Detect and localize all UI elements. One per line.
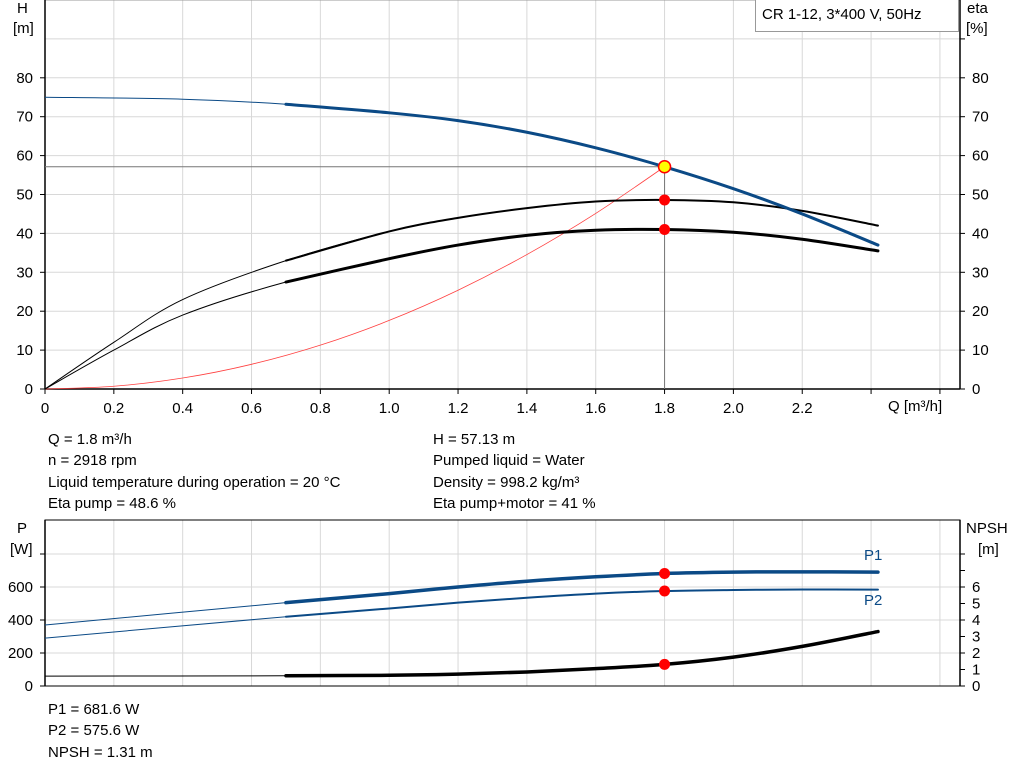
eta-pump-curve bbox=[284, 198, 879, 262]
x-tick-label: 0 bbox=[41, 400, 49, 417]
npsh-axis-name: NPSH bbox=[966, 520, 1008, 537]
eta-total-curve bbox=[284, 227, 880, 284]
p1-curve bbox=[284, 570, 880, 605]
p-axis-unit: [W] bbox=[10, 541, 33, 558]
h-tick-label: 20 bbox=[16, 303, 33, 320]
info-speed: n = 2918 rpm bbox=[48, 452, 137, 469]
pump-title-box: CR 1-12, 3*400 V, 50Hz bbox=[755, 0, 959, 32]
q-axis-label: Q [m³/h] bbox=[888, 398, 943, 415]
eta-total-curve-thin bbox=[44, 228, 879, 390]
h-tick-label: 80 bbox=[16, 70, 33, 87]
h-tick-label: 60 bbox=[16, 148, 33, 165]
info-density: Density = 998.2 kg/m³ bbox=[433, 474, 580, 491]
info-eta-pump: Eta pump = 48.6 % bbox=[48, 495, 176, 512]
eta-axis-name: eta bbox=[967, 0, 988, 17]
x-tick-label: 0.4 bbox=[172, 400, 193, 417]
npsh-duty-point bbox=[659, 658, 671, 670]
p2-curve bbox=[284, 588, 879, 618]
x-tick-label: 1.4 bbox=[516, 400, 537, 417]
head-duty-point bbox=[657, 160, 672, 174]
eta-tick-label: 60 bbox=[972, 148, 989, 165]
h-axis-name: H bbox=[17, 0, 28, 17]
p2-duty-point bbox=[659, 585, 671, 597]
p1-curve-thin bbox=[44, 571, 878, 626]
info-eta-total: Eta pump+motor = 41 % bbox=[433, 495, 596, 512]
head-curve-thin bbox=[44, 96, 879, 246]
system-curve bbox=[44, 166, 665, 390]
p-tick-label: 0 bbox=[25, 678, 33, 695]
p2-series-label: P2 bbox=[864, 592, 883, 609]
x-tick-label: 2.2 bbox=[792, 400, 813, 417]
p-tick-label: 400 bbox=[8, 612, 33, 629]
npsh-tick-label: 3 bbox=[972, 629, 980, 646]
info-npsh: NPSH = 1.31 m bbox=[48, 744, 153, 761]
npsh-axis-unit: [m] bbox=[978, 541, 999, 558]
npsh-tick-label: 2 bbox=[972, 645, 980, 662]
pump-title: CR 1-12, 3*400 V, 50Hz bbox=[762, 6, 922, 23]
h-tick-label: 70 bbox=[16, 109, 33, 126]
eta-tick-label: 70 bbox=[972, 109, 989, 126]
info-p1: P1 = 681.6 W bbox=[48, 701, 140, 718]
p1-duty-point bbox=[659, 568, 671, 580]
x-tick-label: 2.0 bbox=[723, 400, 744, 417]
h-tick-label: 10 bbox=[16, 342, 33, 359]
h-tick-label: 30 bbox=[16, 264, 33, 281]
x-tick-label: 1.2 bbox=[448, 400, 469, 417]
npsh-tick-label: 0 bbox=[972, 678, 980, 695]
h-tick-label: 50 bbox=[16, 187, 33, 204]
eta-pump-duty-point bbox=[659, 194, 671, 206]
x-tick-label: 1.6 bbox=[585, 400, 606, 417]
eta-tick-label: 40 bbox=[972, 225, 989, 242]
info-liquid: Pumped liquid = Water bbox=[433, 452, 585, 469]
x-tick-label: 0.2 bbox=[103, 400, 124, 417]
x-tick-label: 1.0 bbox=[379, 400, 400, 417]
info-head: H = 57.13 m bbox=[433, 431, 516, 448]
eta-tick-label: 20 bbox=[972, 303, 989, 320]
eta-pump-curve-thin bbox=[44, 199, 879, 390]
eta-tick-label: 50 bbox=[972, 187, 989, 204]
h-tick-label: 40 bbox=[16, 225, 33, 242]
head-curve bbox=[284, 102, 880, 247]
npsh-curve bbox=[284, 629, 880, 678]
x-tick-label: 0.8 bbox=[310, 400, 331, 417]
eta-tick-label: 80 bbox=[972, 70, 989, 87]
x-tick-label: 0.6 bbox=[241, 400, 262, 417]
p-axis-name: P bbox=[17, 520, 28, 537]
eta-total-duty-point bbox=[659, 224, 671, 236]
info-temperature: Liquid temperature during operation = 20… bbox=[48, 474, 341, 491]
eta-tick-label: 0 bbox=[972, 381, 980, 398]
eta-tick-label: 10 bbox=[972, 342, 989, 359]
info-p2: P2 = 575.6 W bbox=[48, 722, 140, 739]
eta-tick-label: 30 bbox=[972, 264, 989, 281]
npsh-tick-label: 5 bbox=[972, 596, 980, 613]
npsh-tick-label: 1 bbox=[972, 662, 980, 679]
info-q: Q = 1.8 m³/h bbox=[48, 431, 132, 448]
p-tick-label: 200 bbox=[8, 645, 33, 662]
p-tick-label: 600 bbox=[8, 579, 33, 596]
h-axis-unit: [m] bbox=[13, 20, 34, 37]
p1-series-label: P1 bbox=[864, 547, 883, 564]
h-tick-label: 0 bbox=[25, 381, 33, 398]
npsh-tick-label: 4 bbox=[972, 612, 980, 629]
npsh-tick-label: 6 bbox=[972, 579, 980, 596]
eta-axis-unit: [%] bbox=[966, 20, 988, 37]
x-tick-label: 1.8 bbox=[654, 400, 675, 417]
